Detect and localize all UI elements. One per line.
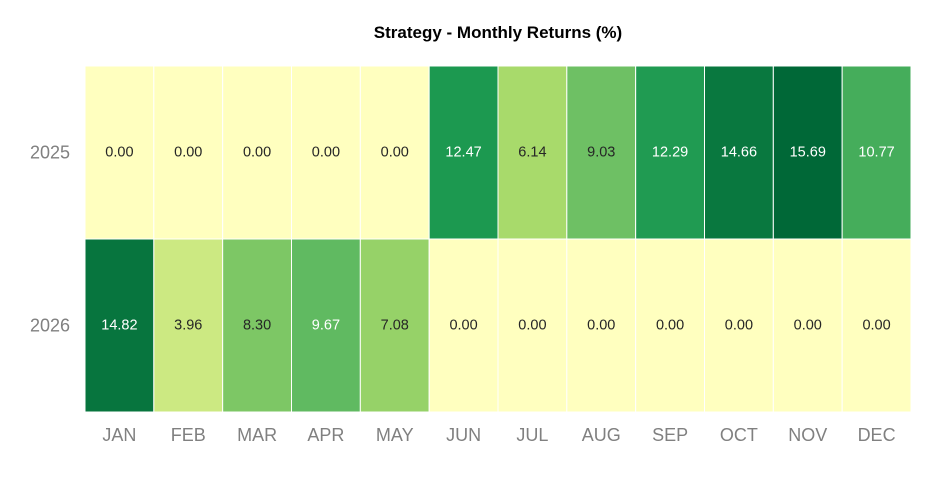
cell-value-label-2025-jul: 6.14 <box>518 145 546 161</box>
cell-value-label-2025-oct: 14.66 <box>721 145 757 161</box>
x-tick-label-aug: AUG <box>582 425 621 445</box>
cell-value-label-2025-sep: 12.29 <box>652 145 688 161</box>
x-tick-label-jun: JUN <box>446 425 481 445</box>
heatmap-cell-2025-feb <box>153 65 224 240</box>
heatmap-cell-2026-jan <box>84 238 155 413</box>
x-tick-label-mar: MAR <box>237 425 277 445</box>
cell-value-label-2026-mar: 8.30 <box>243 318 271 334</box>
x-tick-label-dec: DEC <box>858 425 896 445</box>
heatmap-cell-2026-jul <box>497 238 568 413</box>
x-tick-label-jan: JAN <box>102 425 136 445</box>
heatmap-cell-2025-jan <box>84 65 155 240</box>
x-tick-label-nov: NOV <box>788 425 827 445</box>
cell-value-label-2025-nov: 15.69 <box>790 145 826 161</box>
cell-value-label-2026-dec: 0.00 <box>862 318 890 334</box>
cell-value-label-2026-jun: 0.00 <box>449 318 477 334</box>
heatmap-cell-2026-jun <box>428 238 499 413</box>
heatmap-cell-2026-sep <box>635 238 706 413</box>
x-tick-label-feb: FEB <box>171 425 206 445</box>
x-tick-labels: JAN FEB MAR APR MAY JUN JUL AUG SEP OCT NOV DEC <box>102 425 895 445</box>
chart-title: Strategy - Monthly Returns (%) <box>374 23 622 42</box>
y-tick-label-2026: 2026 <box>30 316 70 336</box>
x-tick-label-jul: JUL <box>516 425 548 445</box>
heatmap-cell-2025-dec <box>841 65 912 240</box>
cell-value-label-2025-apr: 0.00 <box>312 145 340 161</box>
cell-value-label-2026-apr: 9.67 <box>312 318 340 334</box>
heatmap-cell-2026-feb <box>153 238 224 413</box>
heatmap-cell-2026-mar <box>222 238 293 413</box>
cell-value-label-2026-nov: 0.00 <box>794 318 822 334</box>
heatmap-cell-2025-mar <box>222 65 293 240</box>
x-tick-label-oct: OCT <box>720 425 758 445</box>
heatmap-cells: 0.00 0.00 0.00 0.00 0.00 12.47 6.14 9.03 12.29 14… <box>84 65 912 413</box>
heatmap-cell-2026-dec <box>841 238 912 413</box>
y-tick-label-2025: 2025 <box>30 143 70 163</box>
cell-value-label-2025-jun: 12.47 <box>445 145 481 161</box>
heatmap-cell-2025-may <box>359 65 430 240</box>
cell-value-label-2026-may: 7.08 <box>381 318 409 334</box>
cell-value-label-2025-jan: 0.00 <box>105 145 133 161</box>
cell-value-label-2025-may: 0.00 <box>381 145 409 161</box>
heatmap-cell-2026-oct <box>704 238 774 413</box>
cell-value-label-2025-feb: 0.00 <box>174 145 202 161</box>
cell-value-label-2026-jul: 0.00 <box>518 318 546 334</box>
heatmap-cell-2026-may <box>359 238 430 413</box>
cell-value-label-2025-dec: 10.77 <box>858 145 894 161</box>
x-tick-label-sep: SEP <box>652 425 688 445</box>
cell-value-label-2026-oct: 0.00 <box>725 318 753 334</box>
cell-value-label-2025-mar: 0.00 <box>243 145 271 161</box>
cell-value-label-2025-aug: 9.03 <box>587 145 615 161</box>
cell-value-label-2026-jan: 14.82 <box>101 318 137 334</box>
cell-value-label-2026-sep: 0.00 <box>656 318 684 334</box>
y-tick-labels: 2025 2026 <box>30 143 70 336</box>
heatmap-cell-2026-aug <box>566 238 637 413</box>
heatmap-cell-2026-nov <box>772 238 843 413</box>
x-tick-label-apr: APR <box>307 425 344 445</box>
heatmap-cell-2025-oct <box>704 65 774 240</box>
heatmap-cell-2025-apr <box>291 65 361 240</box>
heatmap-cell-2025-aug <box>566 65 637 240</box>
x-tick-label-may: MAY <box>376 425 414 445</box>
cell-value-label-2026-feb: 3.96 <box>174 318 202 334</box>
heatmap-cell-2026-apr <box>291 238 361 413</box>
heatmap-cell-2025-jun <box>428 65 499 240</box>
cell-value-label-2026-aug: 0.00 <box>587 318 615 334</box>
